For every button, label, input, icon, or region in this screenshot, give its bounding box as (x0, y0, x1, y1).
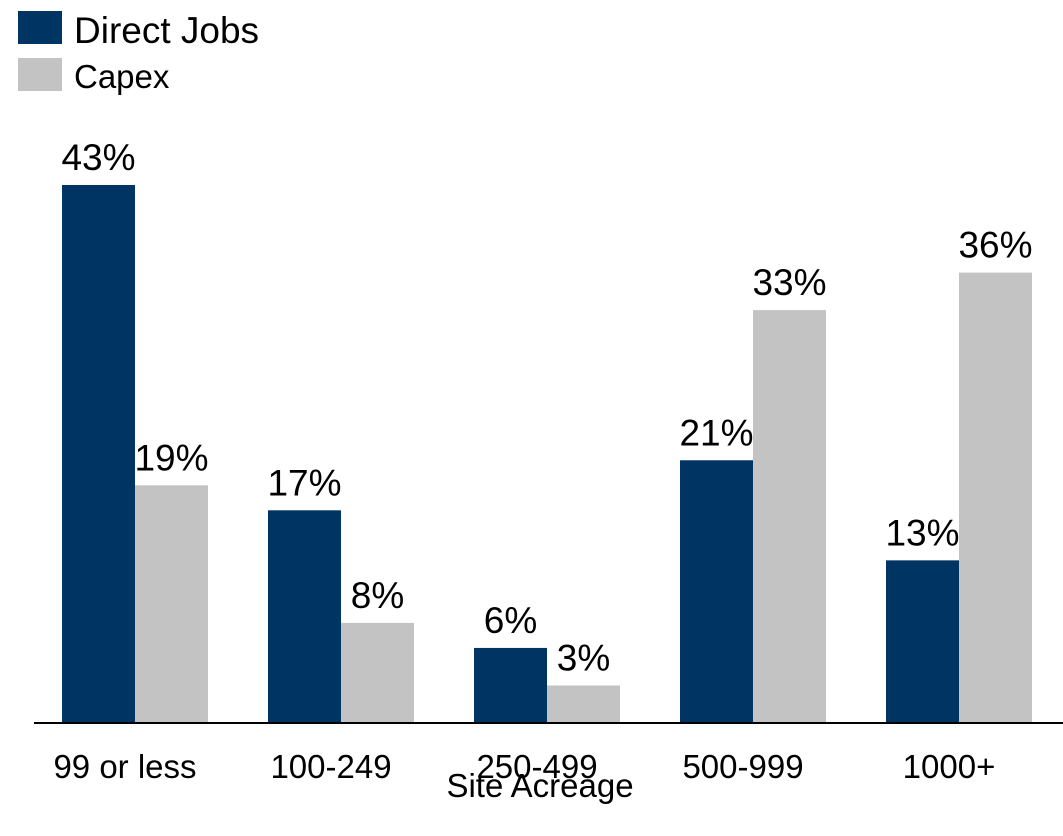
bar-capex-250-499 (547, 685, 620, 723)
data-label-capex-250-499: 3% (557, 637, 610, 678)
data-label-direct-jobs-1000: 13% (885, 512, 959, 553)
data-label-direct-jobs-500-999: 21% (679, 412, 753, 453)
x-tick-label-1000: 1000+ (903, 748, 996, 785)
x-axis-title: Site Acreage (446, 767, 633, 804)
bar-direct-jobs-100-249 (268, 510, 341, 723)
x-tick-label-250-499: 250-499 (476, 748, 597, 785)
x-axis-tick-labels: 99 or less 100-249 250-499 500-999 1000+ (53, 748, 995, 785)
bar-direct-jobs-250-499 (474, 647, 547, 723)
legend-swatch-direct-jobs (18, 11, 62, 44)
data-label-capex-100-249: 8% (351, 575, 404, 616)
data-labels: 43% 19% 17% 8% 6% 3% 21% 33% 13% 36% (61, 137, 1032, 678)
bar-capex-1000 (959, 272, 1032, 723)
data-label-direct-jobs-100-249: 17% (267, 462, 341, 503)
bar-capex-100-249 (341, 622, 414, 723)
data-label-capex-99-or-less: 19% (134, 437, 208, 478)
x-tick-label-500-999: 500-999 (682, 748, 803, 785)
x-tick-label-100-249: 100-249 (270, 748, 391, 785)
bar-capex-500-999 (753, 310, 826, 723)
bars (62, 185, 1032, 723)
legend-swatch-capex (18, 58, 62, 91)
bar-direct-jobs-99-or-less (62, 185, 135, 723)
bar-capex-99-or-less (135, 485, 208, 723)
legend-label-capex: Capex (74, 58, 170, 95)
bar-direct-jobs-500-999 (680, 460, 753, 723)
data-label-capex-1000: 36% (958, 225, 1032, 266)
data-label-capex-500-999: 33% (752, 262, 826, 303)
data-label-direct-jobs-99-or-less: 43% (61, 137, 135, 178)
legend-label-direct-jobs: Direct Jobs (74, 10, 259, 51)
x-tick-label-99-or-less: 99 or less (53, 748, 196, 785)
legend: Direct Jobs Capex (18, 10, 259, 95)
bar-direct-jobs-1000 (886, 560, 959, 723)
data-label-direct-jobs-250-499: 6% (484, 600, 537, 641)
